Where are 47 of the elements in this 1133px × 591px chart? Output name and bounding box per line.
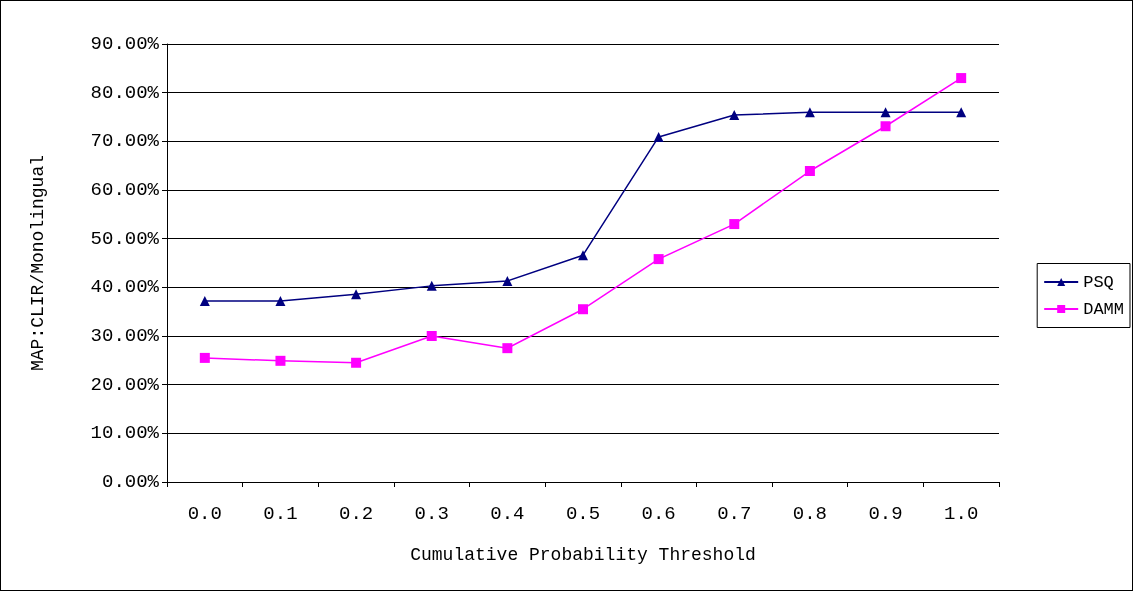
x-tick-label: 1.0 [944, 502, 979, 525]
legend-label: PSQ [1083, 272, 1114, 292]
point [426, 280, 437, 291]
point [729, 219, 740, 230]
point [502, 343, 513, 354]
legend-label: DAMM [1083, 299, 1125, 319]
y-tick-label: 40.00% [90, 276, 160, 299]
y-tick-label: 90.00% [90, 33, 160, 55]
x-tick-label: 0.5 [565, 502, 601, 525]
x-tick-label: 0.8 [792, 502, 828, 525]
y-tick-label: 80.00% [90, 81, 160, 104]
y-tick-label: 0.00% [101, 471, 160, 493]
point [880, 121, 891, 132]
point [275, 295, 286, 306]
point [729, 110, 740, 121]
point [199, 352, 210, 363]
point [804, 107, 815, 118]
point [351, 289, 362, 300]
point [351, 357, 362, 368]
y-tick-label: 50.00% [90, 227, 160, 250]
x-tick-label: 0.2 [338, 502, 374, 525]
x-tick-label: 0.7 [717, 502, 752, 525]
point [199, 295, 210, 306]
x-tick-label: 0.4 [490, 502, 525, 525]
x-tick-label: 0.9 [868, 502, 903, 525]
point [880, 107, 891, 118]
x-tick-label: 0.6 [641, 502, 676, 525]
point [956, 73, 967, 84]
x-tick-label: 0.3 [414, 502, 449, 525]
y-tick-label: 30.00% [90, 325, 160, 347]
point [578, 304, 588, 315]
point [502, 276, 513, 287]
x-tick-label: 0.0 [187, 502, 222, 525]
y-tick-label: 10.00% [90, 422, 160, 445]
x-tick-label: 0.1 [263, 502, 298, 525]
x-axis-title: Cumulative Probability Threshold [410, 545, 756, 565]
point [578, 250, 588, 261]
point [653, 131, 664, 142]
y-tick-label: 70.00% [90, 130, 160, 153]
point [426, 331, 437, 341]
y-tick-label: 60.00% [90, 179, 160, 201]
point [956, 107, 967, 118]
y-axis-title: MAP:CLIR/Monolingual [28, 154, 48, 372]
point [653, 254, 664, 265]
y-tick-label: 20.00% [90, 373, 160, 396]
point [275, 355, 286, 366]
point [804, 166, 815, 177]
